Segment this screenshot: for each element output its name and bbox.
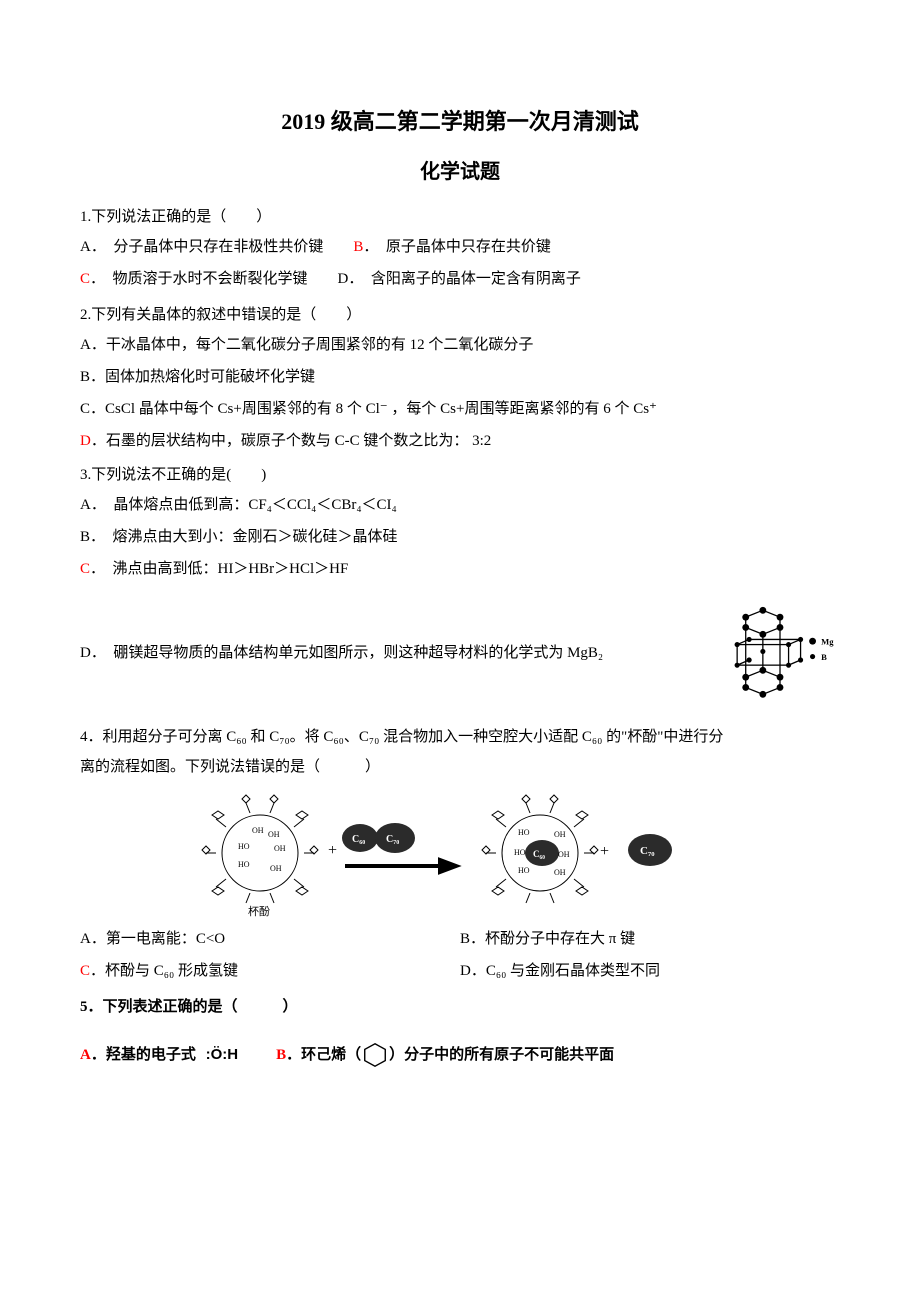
q4-stem-a: 4．利用超分子可分离 C₆₀ 和 C₇₀。将 C₆₀、C₇₀ 混合物加入一种空腔… <box>80 722 840 752</box>
q1-opt-a: A． 分子晶体中只存在非极性共价键 <box>80 232 323 262</box>
q2-d-letter: D <box>80 433 91 449</box>
q1-opt-d: D． 含阳离子的晶体一定含有阴离子 <box>338 264 581 294</box>
q1-c-text: ． 物质溶于水时不会断裂化学键 <box>90 271 308 287</box>
svg-text:HO: HO <box>238 842 250 851</box>
q5-stem: 5．下列表述正确的是（ ） <box>80 992 840 1022</box>
q1-b-text: ． 原子晶体中只存在共价键 <box>363 239 551 255</box>
q3-opt-a: A． 晶体熔点由低到高：CF₄＜CCl₄＜CBr₄＜CI₄ <box>80 490 840 520</box>
calix-label: 杯酚 <box>248 904 270 918</box>
question-3: 3.下列说法不正确的是( ) A． 晶体熔点由低到高：CF₄＜CCl₄＜CBr₄… <box>80 460 840 704</box>
q5-opt-a: A．羟基的电子式 :Ö:H <box>80 1040 238 1070</box>
svg-text:OH: OH <box>252 826 264 835</box>
svg-text:HO: HO <box>518 828 530 837</box>
question-1: 1.下列说法正确的是（ ） A． 分子晶体中只存在非极性共价键 B． 原子晶体中… <box>80 202 840 296</box>
q1-opt-c: C． 物质溶于水时不会断裂化学键 <box>80 264 308 294</box>
q1-c-letter: C <box>80 271 90 287</box>
svg-text:OH: OH <box>268 830 280 839</box>
q5-a-letter: A <box>80 1047 91 1063</box>
svg-text:OH: OH <box>274 844 286 853</box>
legend-mg-label: Mg <box>821 637 834 647</box>
q5-b-letter: B <box>276 1040 286 1070</box>
q1-opt-b: B． 原子晶体中只存在共价键 <box>353 232 551 262</box>
q5-b-pre: ．环己烯（ <box>286 1040 361 1070</box>
q3-stem: 3.下列说法不正确的是( ) <box>80 460 840 490</box>
q1-b-letter: B <box>353 239 363 255</box>
q4-opt-b: B．杯酚分子中存在大 π 键 <box>460 924 840 954</box>
q2-stem: 2.下列有关晶体的叙述中错误的是（ ） <box>80 300 840 330</box>
q2-opt-b: B．固体加热熔化时可能破坏化学键 <box>80 362 840 392</box>
question-5: 5．下列表述正确的是（ ） A．羟基的电子式 :Ö:H B．环己烯（ ）分子中的… <box>80 992 840 1072</box>
q4-opt-c: C．杯酚与 C₆₀ 形成氢键 <box>80 956 460 986</box>
q3-c-text: ． 沸点由高到低：HI＞HBr＞HCl＞HF <box>90 561 348 577</box>
svg-text:+: + <box>328 842 337 859</box>
q2-opt-d: D．石墨的层状结构中，碳原子个数与 C-C 键个数之比为： 3:2 <box>80 426 840 456</box>
q2-d-text: ．石墨的层状结构中，碳原子个数与 C-C 键个数之比为： 3:2 <box>91 433 491 449</box>
svg-text:C₇₀: C₇₀ <box>640 845 655 857</box>
page-subtitle: 化学试题 <box>80 152 840 192</box>
q3-c-letter: C <box>80 561 90 577</box>
svg-text:HO: HO <box>514 848 526 857</box>
legend-b-label: B <box>821 652 827 662</box>
q3-opt-d: D． 硼镁超导物质的晶体结构单元如图所示，则这种超导材料的化学式为 MgB₂ <box>80 638 710 668</box>
svg-text:HO: HO <box>238 860 250 869</box>
q5-b-post: ）分子中的所有原子不可能共平面 <box>389 1040 614 1070</box>
cyclohexene-icon <box>361 1041 389 1069</box>
svg-text:C₆₀: C₆₀ <box>352 834 365 845</box>
svg-text:+: + <box>600 843 609 860</box>
question-4: 4．利用超分子可分离 C₆₀ 和 C₇₀。将 C₆₀、C₇₀ 混合物加入一种空腔… <box>80 722 840 988</box>
svg-text:C₇₀: C₇₀ <box>386 834 399 845</box>
q5-a-text: ．羟基的电子式 <box>91 1047 196 1063</box>
page-title: 2019 级高二第二学期第一次月清测试 <box>80 100 840 144</box>
q2-opt-c: C．CsCl 晶体中每个 Cs+周围紧邻的有 8 个 Cl⁻ ，每个 Cs+周围… <box>80 394 840 424</box>
q2-opt-a: A．干冰晶体中，每个二氧化碳分子周围紧邻的有 12 个二氧化碳分子 <box>80 330 840 360</box>
q5-a-formula: :Ö:H <box>206 1046 239 1063</box>
q4-opt-a: A．第一电离能：C<O <box>80 924 460 954</box>
q4-stem-b: 离的流程如图。下列说法错误的是（ ） <box>80 752 840 782</box>
svg-text:C₆₀: C₆₀ <box>533 849 545 859</box>
svg-text:OH: OH <box>554 868 566 877</box>
q1-stem: 1.下列说法正确的是（ ） <box>80 202 840 232</box>
svg-text:OH: OH <box>558 850 570 859</box>
svg-text:OH: OH <box>554 830 566 839</box>
q4-c-letter: C <box>80 963 90 979</box>
svg-text:OH: OH <box>270 864 282 873</box>
q5-opt-b: B．环己烯（ ）分子中的所有原子不可能共平面 <box>276 1040 614 1070</box>
svg-text:HO: HO <box>518 866 530 875</box>
calixarene-diagram-icon: OHOH HOOH HOOH 杯酚 + C₆₀ <box>180 788 740 918</box>
q4-opt-d: D．C₆₀ 与金刚石晶体类型不同 <box>460 956 840 986</box>
crystal-structure-icon: Mg B <box>720 604 840 704</box>
q3-opt-c: C． 沸点由高到低：HI＞HBr＞HCl＞HF <box>80 554 840 584</box>
question-2: 2.下列有关晶体的叙述中错误的是（ ） A．干冰晶体中，每个二氧化碳分子周围紧邻… <box>80 300 840 456</box>
q3-opt-b: B． 熔沸点由大到小：金刚石＞碳化硅＞晶体硅 <box>80 522 840 552</box>
q4-c-text: ．杯酚与 C₆₀ 形成氢键 <box>90 963 238 979</box>
